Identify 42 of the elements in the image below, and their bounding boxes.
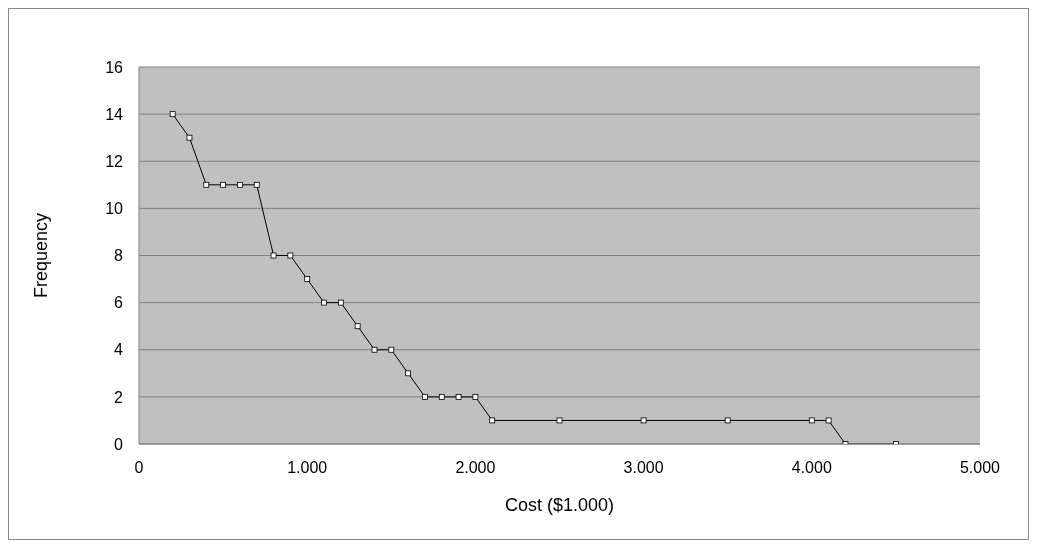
- y-tick-label: 16: [105, 58, 124, 76]
- point: [472, 393, 479, 400]
- x-tick-label: 1.000: [287, 459, 328, 477]
- point: [388, 346, 395, 353]
- x-tick-label: 0: [134, 459, 144, 477]
- point: [808, 417, 815, 424]
- y-tick-label: 4: [114, 341, 124, 359]
- point: [438, 393, 445, 400]
- point: [169, 111, 176, 118]
- point: [371, 346, 378, 353]
- point: [287, 252, 294, 259]
- point: [220, 181, 226, 188]
- y-tick-label: 12: [105, 152, 124, 170]
- y-tick-label: 8: [114, 247, 124, 265]
- point: [321, 299, 327, 306]
- point: [640, 417, 647, 424]
- y-tick-label: 10: [105, 200, 124, 218]
- x-axis-title: Cost ($1.000): [504, 495, 615, 515]
- point: [422, 393, 428, 400]
- point: [556, 417, 563, 424]
- point: [405, 370, 412, 377]
- point: [237, 181, 243, 188]
- point: [489, 417, 496, 424]
- point: [455, 393, 462, 400]
- point: [304, 276, 311, 282]
- point: [203, 181, 210, 188]
- y-tick-label: 6: [114, 294, 124, 312]
- x-tick-label: 4.000: [791, 459, 832, 477]
- point: [270, 252, 277, 259]
- y-tick-label: 14: [105, 105, 124, 123]
- point: [825, 417, 832, 424]
- y-tick-label: 0: [114, 435, 124, 453]
- y-axis-title: Frequency: [31, 212, 52, 299]
- y-tick-label: 2: [114, 388, 124, 406]
- x-tick-label: 2.000: [455, 459, 496, 477]
- point: [186, 134, 193, 141]
- point: [253, 181, 260, 188]
- x-tick-label: 3.000: [623, 459, 664, 477]
- x-tick-label: 5.000: [959, 459, 1001, 477]
- point: [724, 417, 731, 424]
- point: [337, 299, 344, 306]
- point: [354, 323, 361, 330]
